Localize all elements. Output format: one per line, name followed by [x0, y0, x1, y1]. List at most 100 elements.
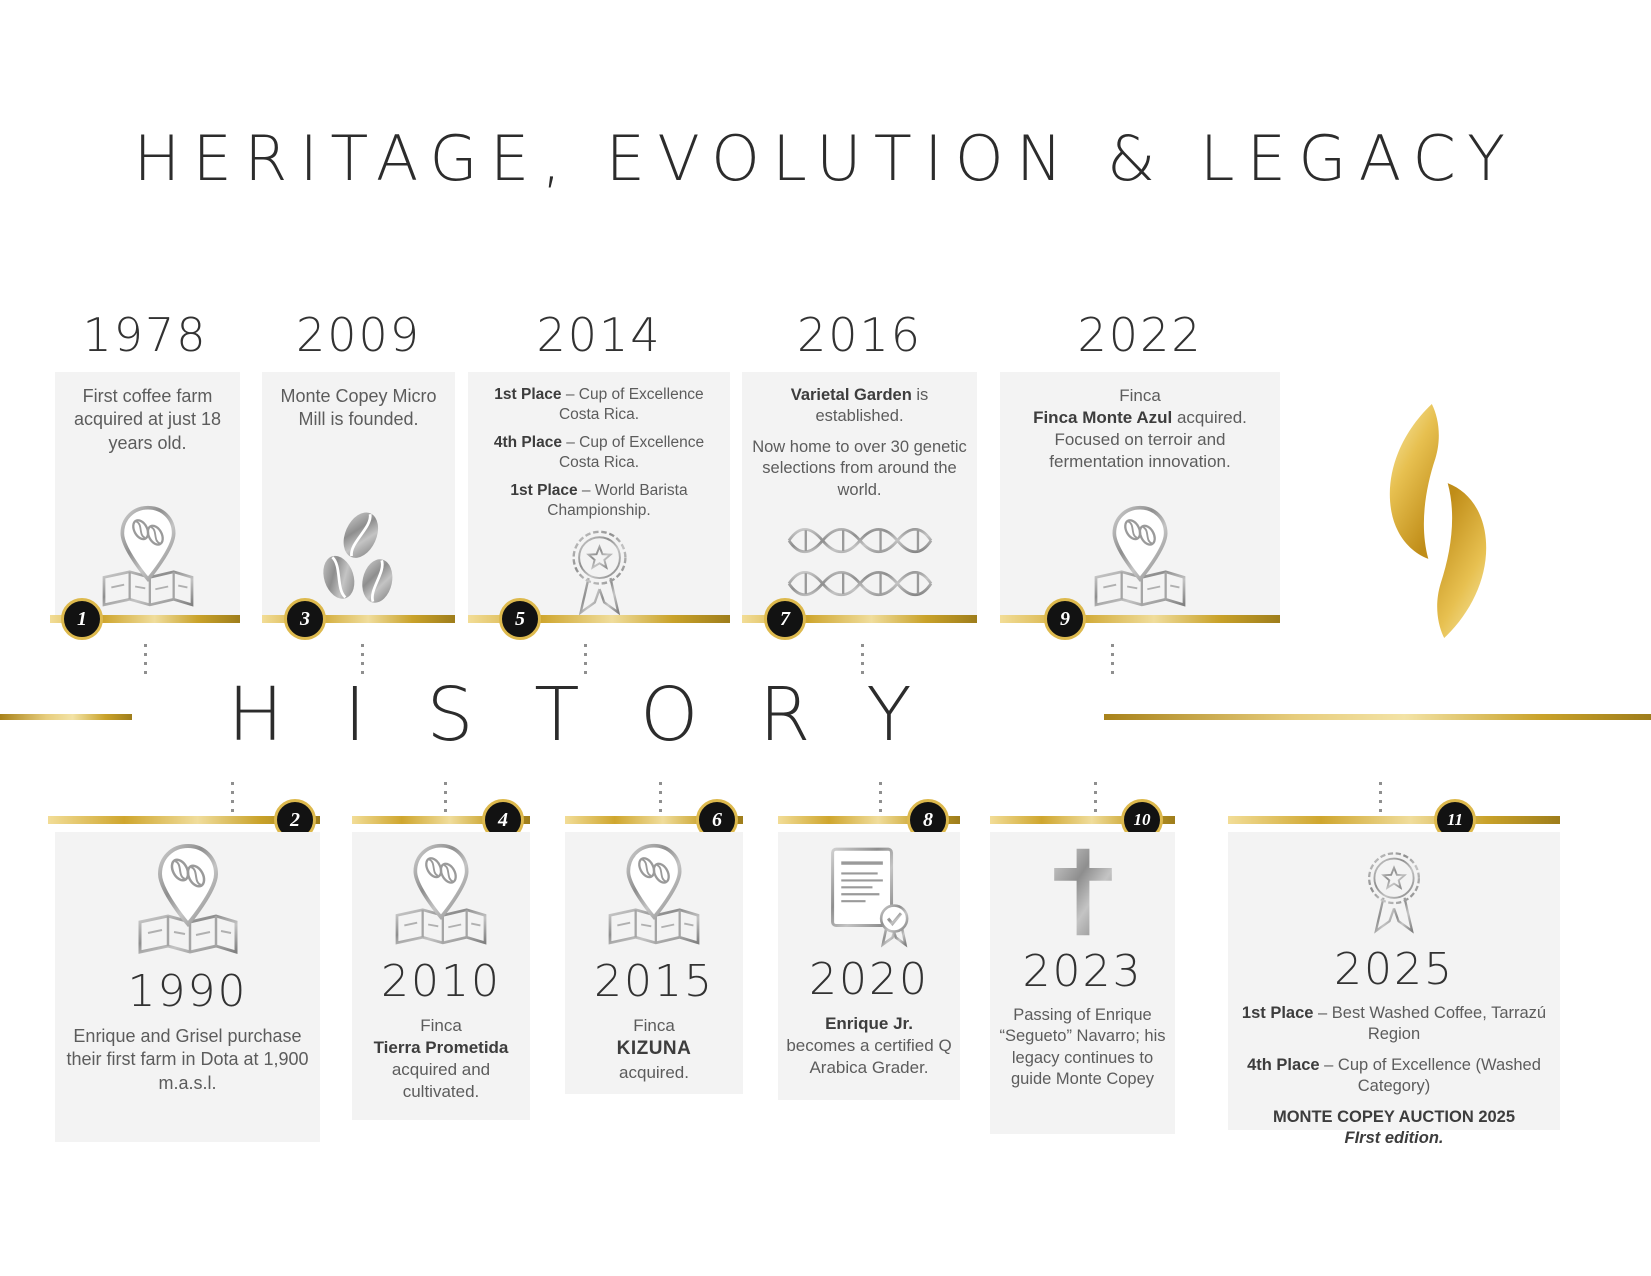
milestone-text: Finca Tierra Prometida acquired and cultiv…	[360, 1015, 522, 1103]
milestone-2010: 4 2010 Finca Tierra Prometida acquired and…	[352, 782, 530, 1154]
milestone-card: 2015 Finca KIZUNA acquired.	[565, 832, 743, 1094]
milestone-card: Varietal Garden is established. Now home …	[742, 372, 977, 618]
coffee-beans-icon	[304, 504, 414, 614]
milestone-card: 1st Place – Cup of Excellence Costa Rica…	[468, 372, 730, 618]
milestone-text: Passing of Enrique “Segueto” Navarro; hi…	[998, 1005, 1167, 1091]
milestone-2020: 8 2020 Enrique Jr. becomes a certified Q …	[778, 782, 960, 1154]
milestone-year: 2010	[381, 956, 501, 1007]
milestone-number-badge: 7	[764, 598, 806, 640]
milestone-year: 1990	[127, 966, 248, 1017]
milestone-text-line: Varietal Garden is established.	[790, 386, 929, 426]
milestone-text-line: 4th Place – Cup of Excellence Costa Rica…	[493, 434, 705, 471]
milestone-text: Varietal Garden is established. Now home …	[751, 385, 968, 501]
timeline-bar	[990, 816, 1175, 824]
award-medal-icon	[552, 520, 647, 622]
milestone-text-line: Finca	[633, 1016, 675, 1035]
milestone-text-line: Now home to over 30 genetic selections f…	[752, 437, 967, 499]
milestone-text: Enrique and Grisel purchase their first …	[63, 1025, 312, 1095]
history-heading: HISTORY	[227, 672, 973, 758]
timeline-bar	[778, 816, 960, 824]
dotted-connector	[584, 644, 587, 674]
milestone-number-badge: 1	[61, 598, 103, 640]
milestone-text-line: 1st Place – Best Washed Coffee, Tarrazú …	[1241, 1004, 1547, 1044]
award-medal-icon	[1348, 842, 1440, 940]
timeline-bar	[48, 816, 320, 824]
dotted-connector	[361, 644, 364, 674]
milestone-text-line: 1st Place – World Barista Championship.	[510, 482, 688, 519]
dotted-connector	[1379, 782, 1382, 812]
history-divider-left	[0, 714, 132, 720]
milestone-text-line: acquired and cultivated.	[391, 1060, 491, 1102]
timeline-bar	[262, 615, 455, 623]
milestone-year: 2009	[295, 308, 422, 362]
milestone-text-line: becomes a certified Q Arabica Grader.	[786, 1036, 952, 1078]
milestone-year: 2016	[796, 308, 923, 362]
milestone-text-line: 4th Place – Cup of Excellence (Washed Ca…	[1247, 1055, 1541, 1096]
milestone-text: 1st Place – Cup of Excellence Costa Rica…	[477, 385, 721, 520]
milestone-text-line: First coffee farm acquired at just 18 ye…	[73, 386, 222, 453]
timeline-bar	[742, 615, 977, 623]
milestone-text-line: Tierra Prometida	[373, 1038, 509, 1058]
milestone-year: 1978	[82, 308, 208, 362]
milestone-text-line: Enrique and Grisel purchase their first …	[66, 1026, 309, 1093]
milestone-year: 2014	[536, 308, 662, 362]
map-pin-icon	[386, 842, 496, 952]
milestone-text: 1st Place – Best Washed Coffee, Tarrazú …	[1236, 1003, 1552, 1150]
milestone-card: 2010 Finca Tierra Prometida acquired and c…	[352, 832, 530, 1120]
milestone-text-line: acquired.	[619, 1062, 689, 1082]
map-pin-icon	[599, 842, 709, 952]
page-title: HERITAGE, EVOLUTION & LEGACY	[133, 122, 1518, 195]
dna-icon	[784, 520, 936, 606]
milestone-card: 2025 1st Place – Best Washed Coffee, Tar…	[1228, 832, 1560, 1147]
milestone-card: Finca Finca Monte Azul acquired. Focused …	[1000, 372, 1280, 618]
milestone-card: 2023 Passing of Enrique “Segueto” Navarr…	[990, 832, 1175, 1134]
milestone-text-line: Finca	[1119, 386, 1161, 405]
timeline-bar	[352, 816, 530, 824]
milestone-year: 2025	[1334, 944, 1454, 995]
brand-flame-logo	[1372, 398, 1504, 644]
milestone-text-line: KIZUNA	[616, 1038, 692, 1060]
flame-icon	[1372, 398, 1504, 644]
milestone-text: Monte Copey Micro Mill is founded.	[271, 385, 446, 432]
dotted-connector	[1111, 644, 1114, 674]
milestone-card: 2020 Enrique Jr. becomes a certified Q Ar…	[778, 832, 960, 1100]
milestone-year: 2023	[1022, 946, 1143, 997]
milestone-1978: 1978 First coffee farm acquired at just …	[50, 308, 240, 686]
milestone-text: Finca Finca Monte Azul acquired. Focused …	[1009, 385, 1271, 473]
history-divider-right	[1104, 714, 1651, 720]
dotted-connector	[879, 782, 882, 812]
timeline-bar	[468, 615, 730, 623]
milestone-2015: 6 2015 Finca KIZUNA acquired.	[565, 782, 743, 1154]
timeline-bar	[1000, 615, 1280, 623]
milestone-card: 1990 Enrique and Grisel purchase their f…	[55, 832, 320, 1142]
milestone-number-badge: 3	[284, 598, 326, 640]
milestone-text-line: Enrique Jr.	[825, 1014, 913, 1033]
timeline-bar	[1228, 816, 1560, 824]
dotted-connector	[659, 782, 662, 812]
dotted-connector	[861, 644, 864, 674]
milestone-text-line: Passing of Enrique “Segueto” Navarro; hi…	[999, 1006, 1166, 1089]
milestone-year: 2022	[1077, 308, 1203, 362]
milestone-text-line: FIrst edition.	[1344, 1129, 1444, 1148]
certificate-icon	[817, 842, 921, 950]
milestone-year: 2015	[594, 956, 714, 1007]
milestone-text-line: Monte Copey Micro Mill is founded.	[280, 386, 437, 430]
milestone-2009: 2009 Monte Copey Micro Mill is founded. …	[262, 308, 455, 686]
dotted-connector	[144, 644, 147, 674]
dotted-connector	[1094, 782, 1097, 812]
milestone-card: First coffee farm acquired at just 18 ye…	[55, 372, 240, 618]
map-pin-icon	[128, 842, 248, 962]
milestone-2023: 10 2023 Passing of Enrique “Segueto” Nav…	[990, 782, 1175, 1154]
milestone-text: Enrique Jr. becomes a certified Q Arabica…	[786, 1013, 952, 1079]
milestone-number-badge: 2	[274, 799, 316, 841]
dotted-connector	[444, 782, 447, 812]
milestone-text-line: Finca	[420, 1016, 462, 1035]
milestone-1990: 2 1990 Enrique and Grisel purchase their…	[48, 782, 320, 1154]
milestone-number-badge: 9	[1044, 598, 1086, 640]
milestone-year: 2020	[809, 954, 929, 1005]
milestone-text-line: Finca Monte Azul acquired. Focused on te…	[1033, 408, 1247, 472]
milestone-text-line: 1st Place – Cup of Excellence Costa Rica…	[494, 386, 704, 423]
milestone-2014: 2014 1st Place – Cup of Excellence Costa…	[468, 308, 730, 686]
milestone-2016: 2016 Varietal Garden is established. Now …	[742, 308, 977, 686]
